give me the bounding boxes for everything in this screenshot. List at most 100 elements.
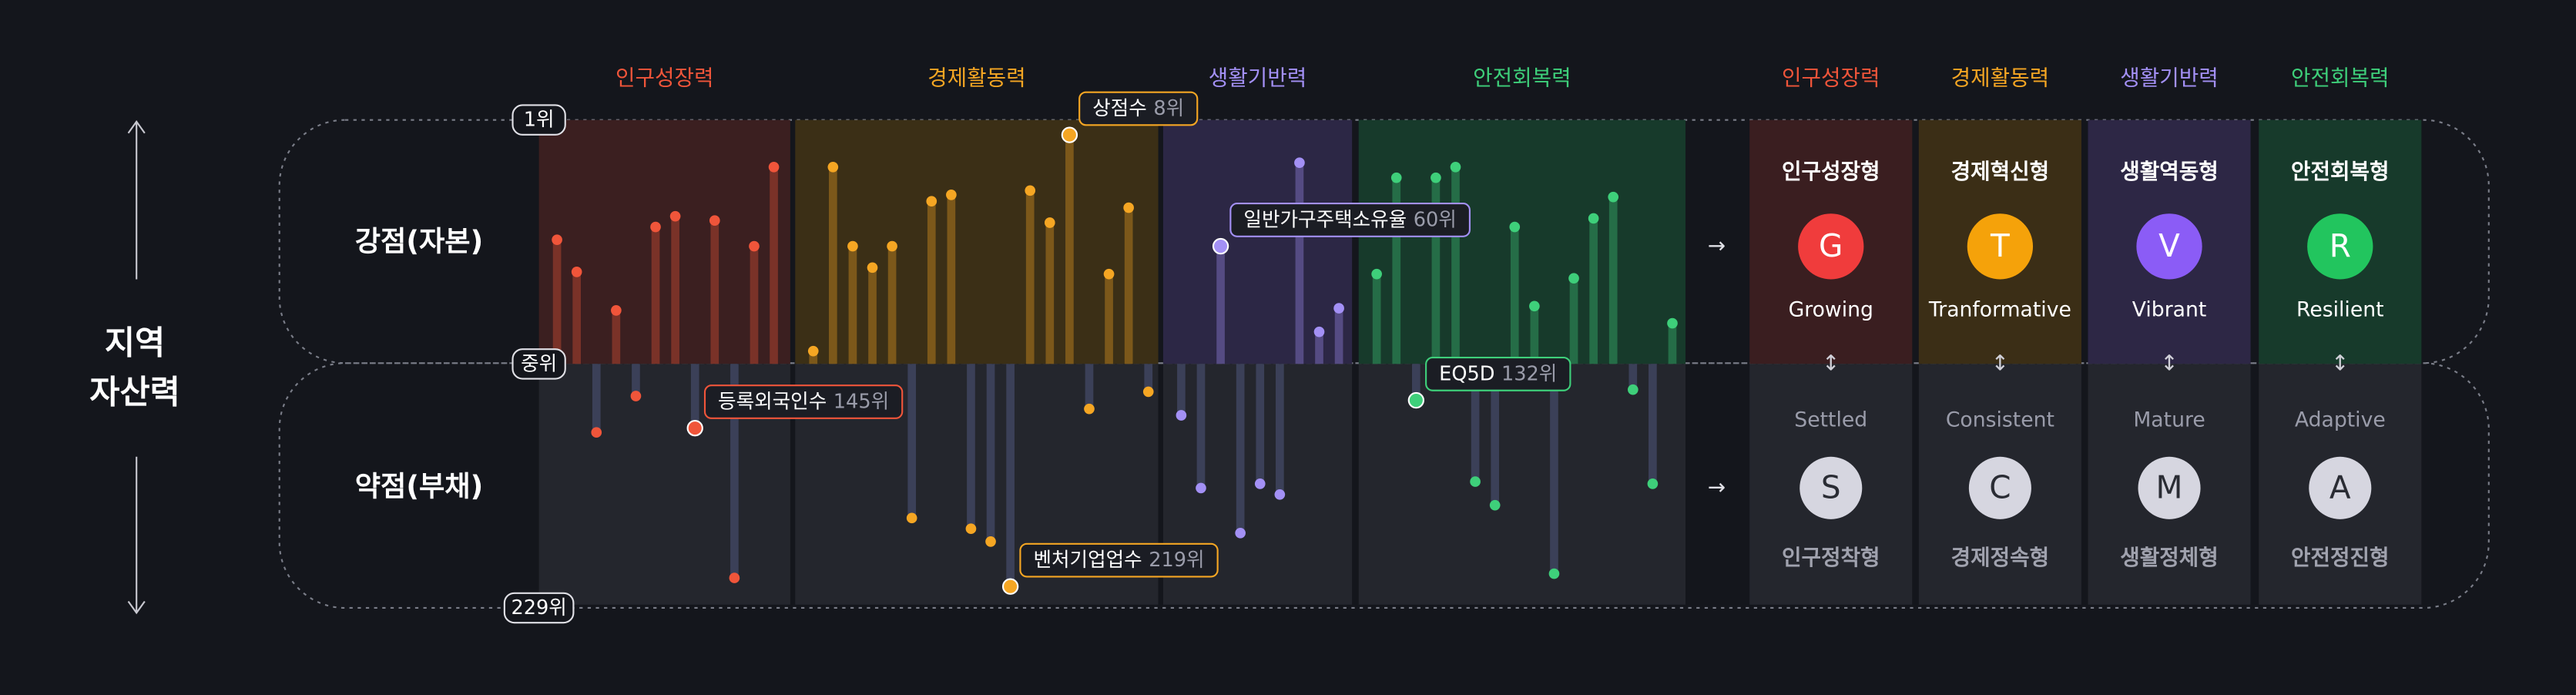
row-label: 약점(부채) — [355, 469, 484, 502]
arrow: → — [1708, 233, 1726, 258]
lollipop-dot — [807, 345, 819, 357]
callout-name: 등록외국인수 — [718, 391, 827, 414]
callout-box — [1078, 91, 1199, 126]
lollipop-bar — [1451, 166, 1460, 364]
lollipop-dot — [768, 161, 780, 173]
lollipop-dot — [1025, 185, 1036, 196]
lollipop-bar — [1065, 135, 1074, 364]
lollipop-dot — [1061, 126, 1078, 143]
type-badge — [1967, 213, 2034, 280]
lollipop-bar — [1085, 364, 1094, 409]
lollipop-dot — [729, 572, 740, 583]
lollipop-bar — [1334, 308, 1343, 364]
lollipop-dot — [906, 512, 917, 524]
updown-arrow: ↕ — [2160, 350, 2178, 375]
lollipop-bar — [710, 220, 719, 364]
updown-arrow: ↕ — [1822, 350, 1840, 375]
lollipop-dot — [749, 240, 760, 252]
type-en: Mature — [2133, 408, 2205, 431]
lollipop-dot — [926, 196, 937, 207]
lollipop-bar — [1550, 364, 1558, 574]
type-letter: G — [1819, 227, 1843, 264]
type-letter: S — [1821, 468, 1841, 505]
lollipop-dot — [847, 240, 858, 252]
lollipop-dot — [1176, 410, 1187, 421]
lollipop-dot — [827, 161, 839, 173]
lollipop-bar — [651, 227, 660, 364]
tick-label: 1위 — [524, 109, 555, 132]
type-en: Tranformative — [1928, 298, 2071, 322]
lollipop-bar — [1668, 323, 1677, 364]
callout: 일반가구주택소유율 60위 — [1243, 208, 1456, 231]
title: 자산력 — [89, 373, 180, 411]
callout-rank: 132위 — [1501, 362, 1557, 385]
type-letter: C — [1989, 468, 2011, 505]
lollipop-bar — [1105, 274, 1113, 364]
lollipop-dot — [1509, 221, 1521, 233]
callout-box — [703, 384, 904, 419]
lollipop-bar — [730, 364, 739, 579]
lollipop-dot — [1450, 161, 1461, 173]
tick-label: 중위 — [521, 352, 557, 375]
lollipop-bar — [1006, 364, 1015, 587]
lollipop-bar — [770, 166, 778, 364]
lollipop-bar — [1177, 364, 1186, 415]
strong-panel — [1358, 119, 1686, 364]
lollipop-dot — [1084, 403, 1095, 415]
lollipop-bar — [1236, 364, 1245, 533]
lollipop-bar — [1144, 364, 1153, 392]
lollipop-bar — [1589, 218, 1598, 364]
lollipop-dot — [1407, 391, 1424, 409]
lollipop-bar — [572, 271, 582, 364]
type-letter: M — [2156, 468, 2183, 505]
type-badge — [1800, 456, 1863, 519]
lollipop-bar — [887, 246, 897, 364]
updown-arrow: ↕ — [1991, 350, 2009, 375]
type-badge — [2138, 456, 2201, 519]
type-badge — [1968, 456, 2031, 519]
lollipop-bar — [592, 364, 601, 433]
lollipop-dot — [552, 234, 562, 246]
lollipop-dot — [686, 419, 703, 437]
lollipop-dot — [669, 210, 681, 222]
lollipop-bar — [1295, 163, 1304, 364]
lollipop-dot — [1123, 202, 1134, 213]
lollipop-dot — [709, 215, 720, 227]
type-en: Growing — [1789, 298, 1873, 322]
lollipop-dot — [591, 427, 602, 438]
lollipop-dot — [1608, 191, 1619, 203]
lollipop-dot — [1235, 527, 1246, 539]
type-letter: R — [2329, 227, 2351, 264]
lollipop-dot — [1313, 326, 1325, 337]
callout-box — [1229, 203, 1471, 237]
group-header: 인구성장력 — [615, 65, 714, 90]
axis-arrows — [127, 119, 146, 615]
type-title: 생활역동형 — [2120, 159, 2219, 184]
lollipop-bar — [1431, 177, 1441, 364]
lollipop-dot — [867, 262, 878, 274]
group-header: 생활기반력 — [1209, 65, 1307, 90]
strong-panel — [1162, 119, 1353, 364]
lollipop-bar — [907, 364, 917, 519]
lollipop-dot — [1142, 386, 1154, 398]
lollipop-dot — [1667, 317, 1678, 329]
lollipop-bar — [1491, 364, 1500, 505]
type-title: 경제정속형 — [1951, 545, 2050, 570]
lollipop-dot — [1470, 476, 1481, 487]
callout-box — [1425, 357, 1571, 391]
lollipop-bar — [552, 240, 562, 364]
type-header: 경제활동력 — [1951, 65, 2050, 90]
lollipop-bar — [612, 310, 621, 364]
lollipop-bar — [1196, 364, 1206, 489]
tick-pill — [512, 104, 566, 136]
weak-frame — [278, 362, 2490, 609]
group-header: 경제활동력 — [927, 65, 1026, 90]
lollipop-dot — [1254, 478, 1266, 489]
lollipop-dot — [965, 523, 977, 535]
updown-arrow: ↕ — [2331, 350, 2349, 375]
lollipop-dot — [1390, 172, 1402, 183]
type-en: Settled — [1794, 408, 1867, 431]
lollipop-bar — [868, 267, 877, 364]
callout-name: 상점수 — [1092, 97, 1147, 120]
lollipop-dot — [611, 305, 622, 316]
